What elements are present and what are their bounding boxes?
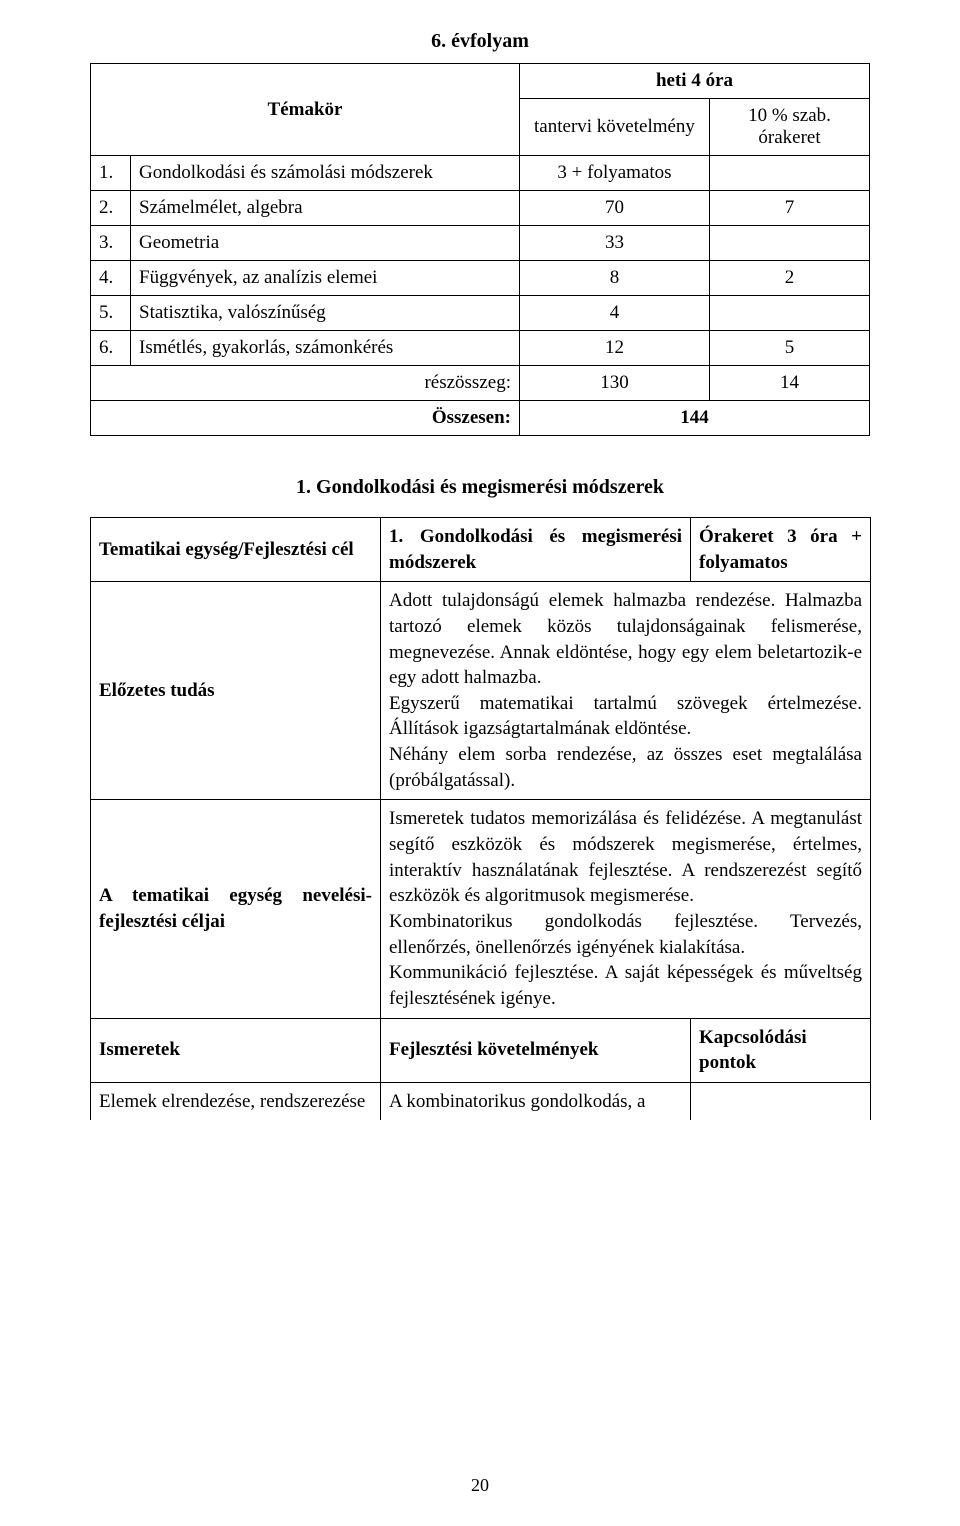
total-label: Összesen: xyxy=(91,401,520,436)
table-row: Tematikai egység/Fejlesztési cél 1. Gond… xyxy=(91,518,871,582)
detail-table: Tematikai egység/Fejlesztési cél 1. Gond… xyxy=(90,517,871,1120)
row-number: 1. xyxy=(91,156,131,191)
row-label: Ismétlés, gyakorlás, számonkérés xyxy=(131,331,520,366)
development-goals-text: Ismeretek tudatos memorizálása és felidé… xyxy=(381,800,871,1018)
page-number: 20 xyxy=(0,1475,960,1496)
table-row: 3. Geometria 33 xyxy=(91,226,870,261)
table-row: Témakör heti 4 óra xyxy=(91,64,870,99)
row-req: 33 xyxy=(519,226,709,261)
subtotal-label: részösszeg: xyxy=(91,366,520,401)
table-row: 6. Ismétlés, gyakorlás, számonkérés 12 5 xyxy=(91,331,870,366)
connections-cell xyxy=(691,1082,871,1120)
row-number: 3. xyxy=(91,226,131,261)
table-row: Elemek elrendezése, rendszerezése A komb… xyxy=(91,1082,871,1120)
subtotal-extra: 14 xyxy=(709,366,869,401)
page-title: 6. évfolyam xyxy=(90,30,870,53)
row-req: 4 xyxy=(519,296,709,331)
connections-header: Kapcsolódási pontok xyxy=(691,1018,871,1082)
row-label: Geometria xyxy=(131,226,520,261)
row-req: 12 xyxy=(519,331,709,366)
row-number: 6. xyxy=(91,331,131,366)
topic-table: Témakör heti 4 óra tantervi követelmény … xyxy=(90,63,870,436)
total-row: Összesen: 144 xyxy=(91,401,870,436)
row-label: Számelmélet, algebra xyxy=(131,191,520,226)
development-goals-label: A tematikai egység nevelési-fejlesztési … xyxy=(91,800,381,1018)
row-extra xyxy=(709,226,869,261)
header-hours: heti 4 óra xyxy=(519,64,869,99)
prior-knowledge-label: Előzetes tudás xyxy=(91,582,381,800)
row-req: 8 xyxy=(519,261,709,296)
header-topic: Témakör xyxy=(91,64,520,156)
thematic-unit-label: Tematikai egység/Fejlesztési cél xyxy=(91,518,381,582)
subtotal-row: részösszeg: 130 14 xyxy=(91,366,870,401)
requirements-cell: A kombinatorikus gondolkodás, a xyxy=(381,1082,691,1120)
prior-knowledge-text: Adott tulajdonságú elemek halmazba rende… xyxy=(381,582,871,800)
row-number: 5. xyxy=(91,296,131,331)
row-req: 3 + folyamatos xyxy=(519,156,709,191)
header-req: tantervi követelmény xyxy=(519,99,709,156)
subtotal-req: 130 xyxy=(519,366,709,401)
row-number: 2. xyxy=(91,191,131,226)
row-label: Függvények, az analízis elemei xyxy=(131,261,520,296)
table-row: Ismeretek Fejlesztési követelmények Kapc… xyxy=(91,1018,871,1082)
row-extra xyxy=(709,156,869,191)
table-row: 1. Gondolkodási és számolási módszerek 3… xyxy=(91,156,870,191)
table-row: 5. Statisztika, valószínűség 4 xyxy=(91,296,870,331)
table-row: A tematikai egység nevelési-fejlesztési … xyxy=(91,800,871,1018)
time-frame: Órakeret 3 óra + folyamatos xyxy=(691,518,871,582)
table-row: 4. Függvények, az analízis elemei 8 2 xyxy=(91,261,870,296)
row-label: Statisztika, valószínűség xyxy=(131,296,520,331)
total-value: 144 xyxy=(519,401,869,436)
table-row: Előzetes tudás Adott tulajdonságú elemek… xyxy=(91,582,871,800)
section-heading: 1. Gondolkodási és megismerési módszerek xyxy=(90,476,870,499)
row-extra: 7 xyxy=(709,191,869,226)
row-extra: 2 xyxy=(709,261,869,296)
row-extra: 5 xyxy=(709,331,869,366)
row-label: Gondolkodási és számolási módszerek xyxy=(131,156,520,191)
knowledge-header: Ismeretek xyxy=(91,1018,381,1082)
row-number: 4. xyxy=(91,261,131,296)
table-row: 2. Számelmélet, algebra 70 7 xyxy=(91,191,870,226)
header-extra: 10 % szab. órakeret xyxy=(709,99,869,156)
page: 6. évfolyam Témakör heti 4 óra tantervi … xyxy=(0,0,960,1526)
knowledge-cell: Elemek elrendezése, rendszerezése xyxy=(91,1082,381,1120)
row-req: 70 xyxy=(519,191,709,226)
row-extra xyxy=(709,296,869,331)
thematic-unit-title: 1. Gondolkodási és megismerési módszerek xyxy=(381,518,691,582)
requirements-header: Fejlesztési követelmények xyxy=(381,1018,691,1082)
